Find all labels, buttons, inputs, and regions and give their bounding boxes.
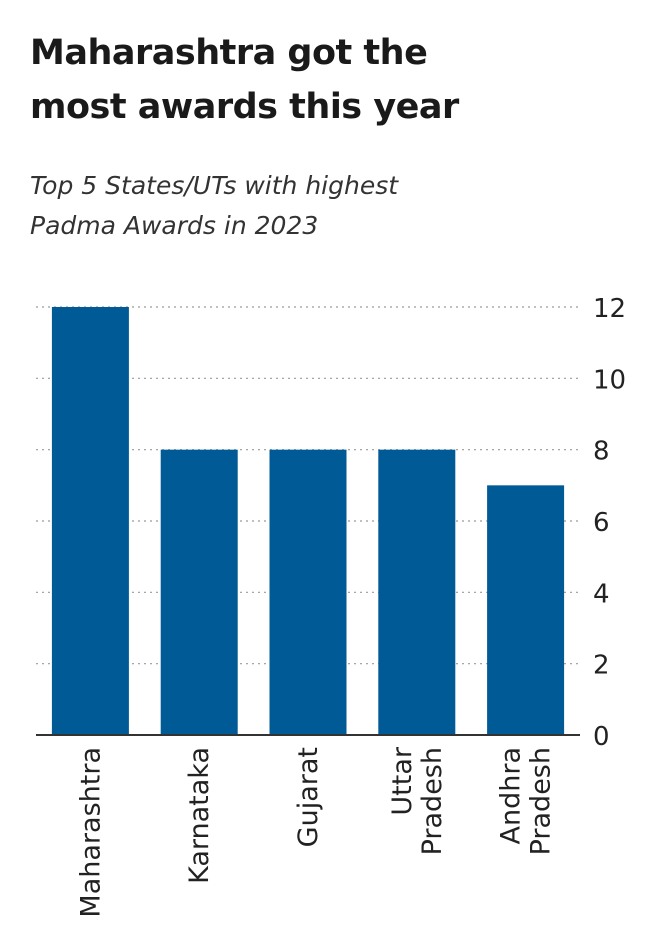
bar: [51, 307, 129, 735]
y-tick-label: 6: [593, 508, 610, 538]
x-category-label: Uttar: [387, 746, 418, 815]
x-axis-labels: Maharashtra Karnataka Gujarat Uttar Pradesh A…: [75, 746, 556, 917]
chart-subtitle-line-1: Top 5 States/UTs with highest: [30, 171, 399, 200]
bar: [487, 485, 565, 735]
y-tick-label: 0: [593, 722, 610, 752]
bar: [160, 449, 238, 735]
y-tick-label: 2: [593, 651, 610, 681]
chart-subtitle: Top 5 States/UTs with highest Padma Awar…: [30, 166, 630, 246]
x-category-label: Andhra: [496, 747, 527, 844]
chart-title-line-1: Maharashtra got the: [30, 33, 428, 73]
chart-title-line-2: most awards this year: [30, 87, 459, 127]
y-tick-label: 12: [593, 294, 626, 324]
y-tick-label: 8: [593, 437, 610, 467]
y-axis-ticks: 0 2 4 6 8 10 12: [593, 294, 626, 752]
y-tick-label: 10: [593, 365, 626, 395]
x-category-label: Pradesh: [417, 747, 448, 855]
x-category-label: Maharashtra: [75, 747, 106, 918]
chart-title: Maharashtra got the most awards this yea…: [30, 26, 630, 134]
bar: [269, 449, 347, 735]
x-category-label: Pradesh: [526, 747, 557, 855]
x-category-label: Gujarat: [293, 747, 324, 847]
y-tick-label: 4: [593, 579, 610, 609]
bars: [51, 307, 565, 735]
bar: [378, 449, 456, 735]
x-category-label: Karnataka: [184, 747, 215, 884]
chart-subtitle-line-2: Padma Awards in 2023: [30, 211, 319, 240]
